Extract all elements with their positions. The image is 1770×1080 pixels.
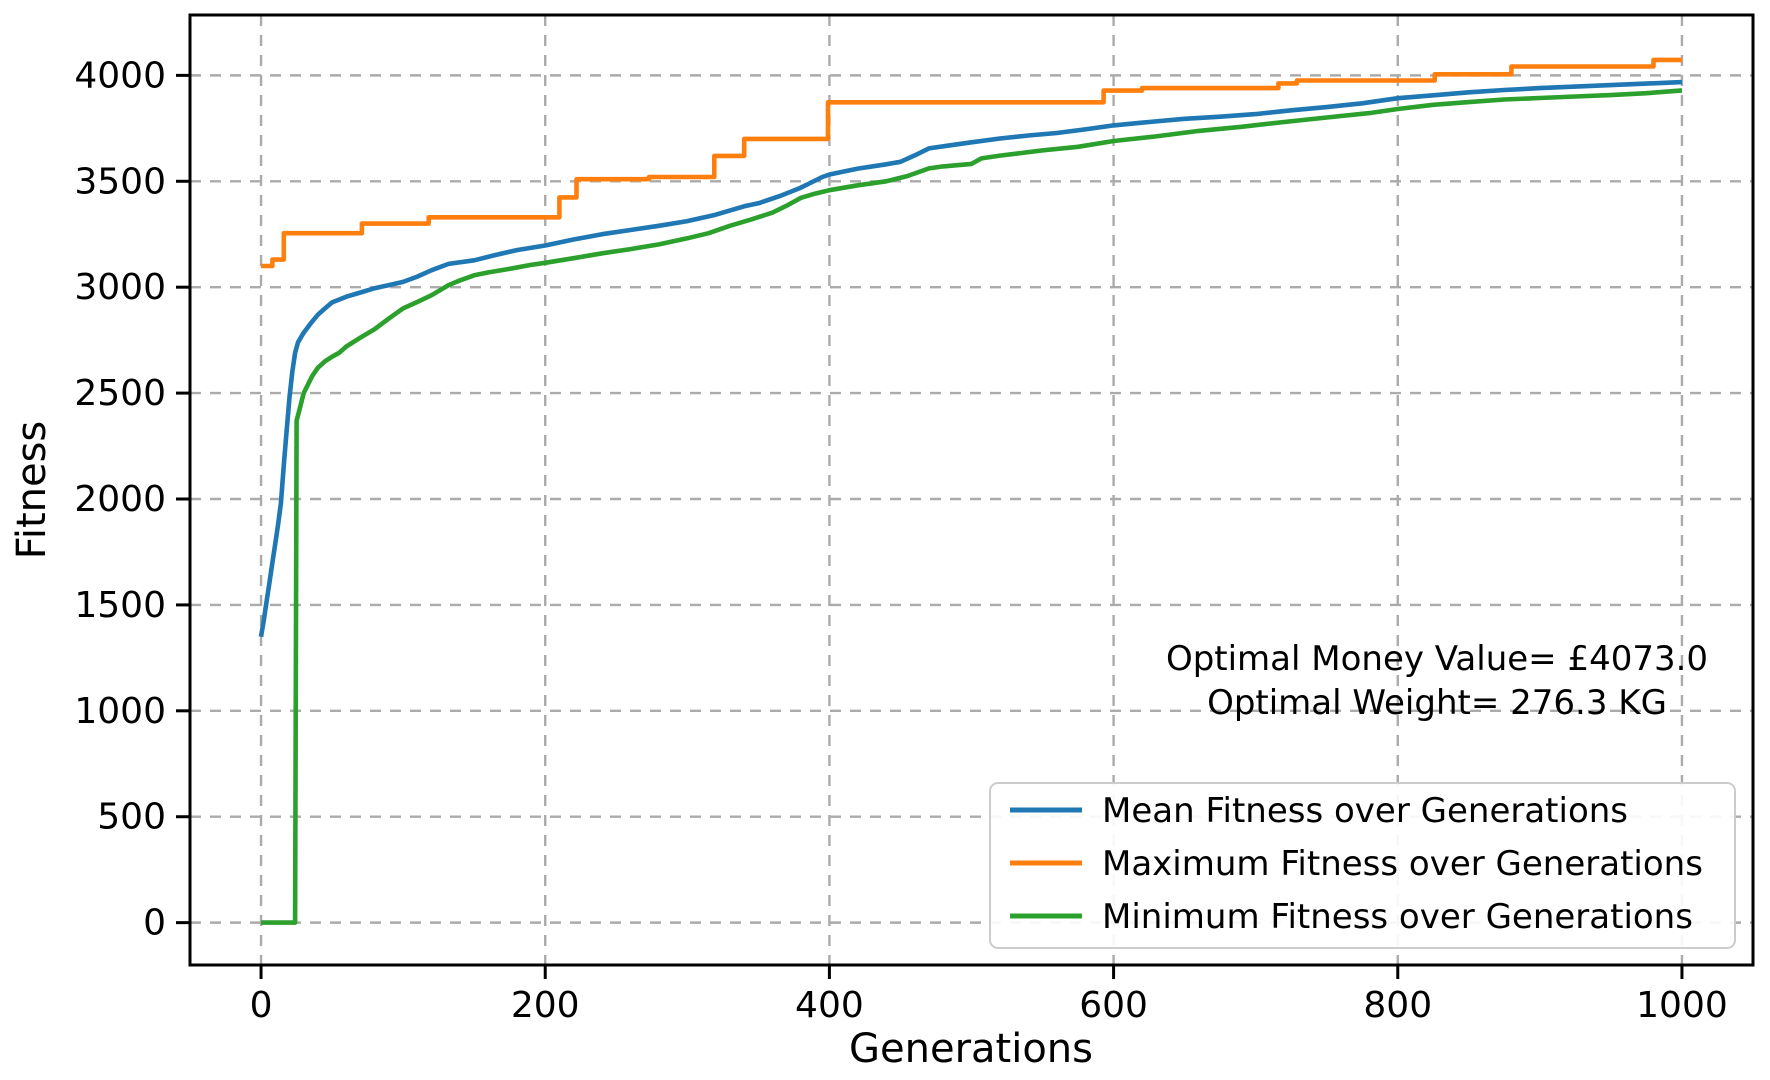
- series-line-max: [261, 57, 1682, 269]
- x-tick-label: 0: [250, 985, 273, 1026]
- y-tick-label: 500: [97, 797, 166, 838]
- y-tick-label: 2500: [74, 373, 166, 414]
- legend-label-mean: Mean Fitness over Generations: [1102, 791, 1628, 831]
- y-axis-label: Fitness: [9, 421, 55, 560]
- series-line-mean: [258, 79, 1683, 638]
- y-tick-label: 0: [143, 903, 166, 944]
- x-axis-label: Generations: [849, 1026, 1093, 1072]
- y-tick-label: 2000: [74, 479, 166, 520]
- x-tick-label: 1000: [1636, 985, 1728, 1026]
- x-tick-label: 200: [511, 985, 580, 1026]
- plot-border: [188, 13, 1755, 967]
- x-tick-label: 400: [795, 985, 864, 1026]
- legend-label-min: Minimum Fitness over Generations: [1102, 897, 1693, 937]
- x-tick-label: 800: [1363, 985, 1432, 1026]
- series-line-min: [261, 88, 1683, 925]
- legend-label-max: Maximum Fitness over Generations: [1102, 844, 1703, 884]
- y-tick-label: 1000: [74, 691, 166, 732]
- optimal-weight-annotation: Optimal Weight= 276.3 KG: [1207, 683, 1667, 723]
- y-tick-label: 4000: [74, 55, 166, 96]
- y-tick-label: 3500: [74, 161, 166, 202]
- x-tick-label: 600: [1079, 985, 1148, 1026]
- y-tick-label: 1500: [74, 585, 166, 626]
- optimal-money-annotation: Optimal Money Value= £4073.0: [1166, 639, 1708, 679]
- legend-box: [989, 782, 1736, 949]
- y-tick-label: 3000: [74, 267, 166, 308]
